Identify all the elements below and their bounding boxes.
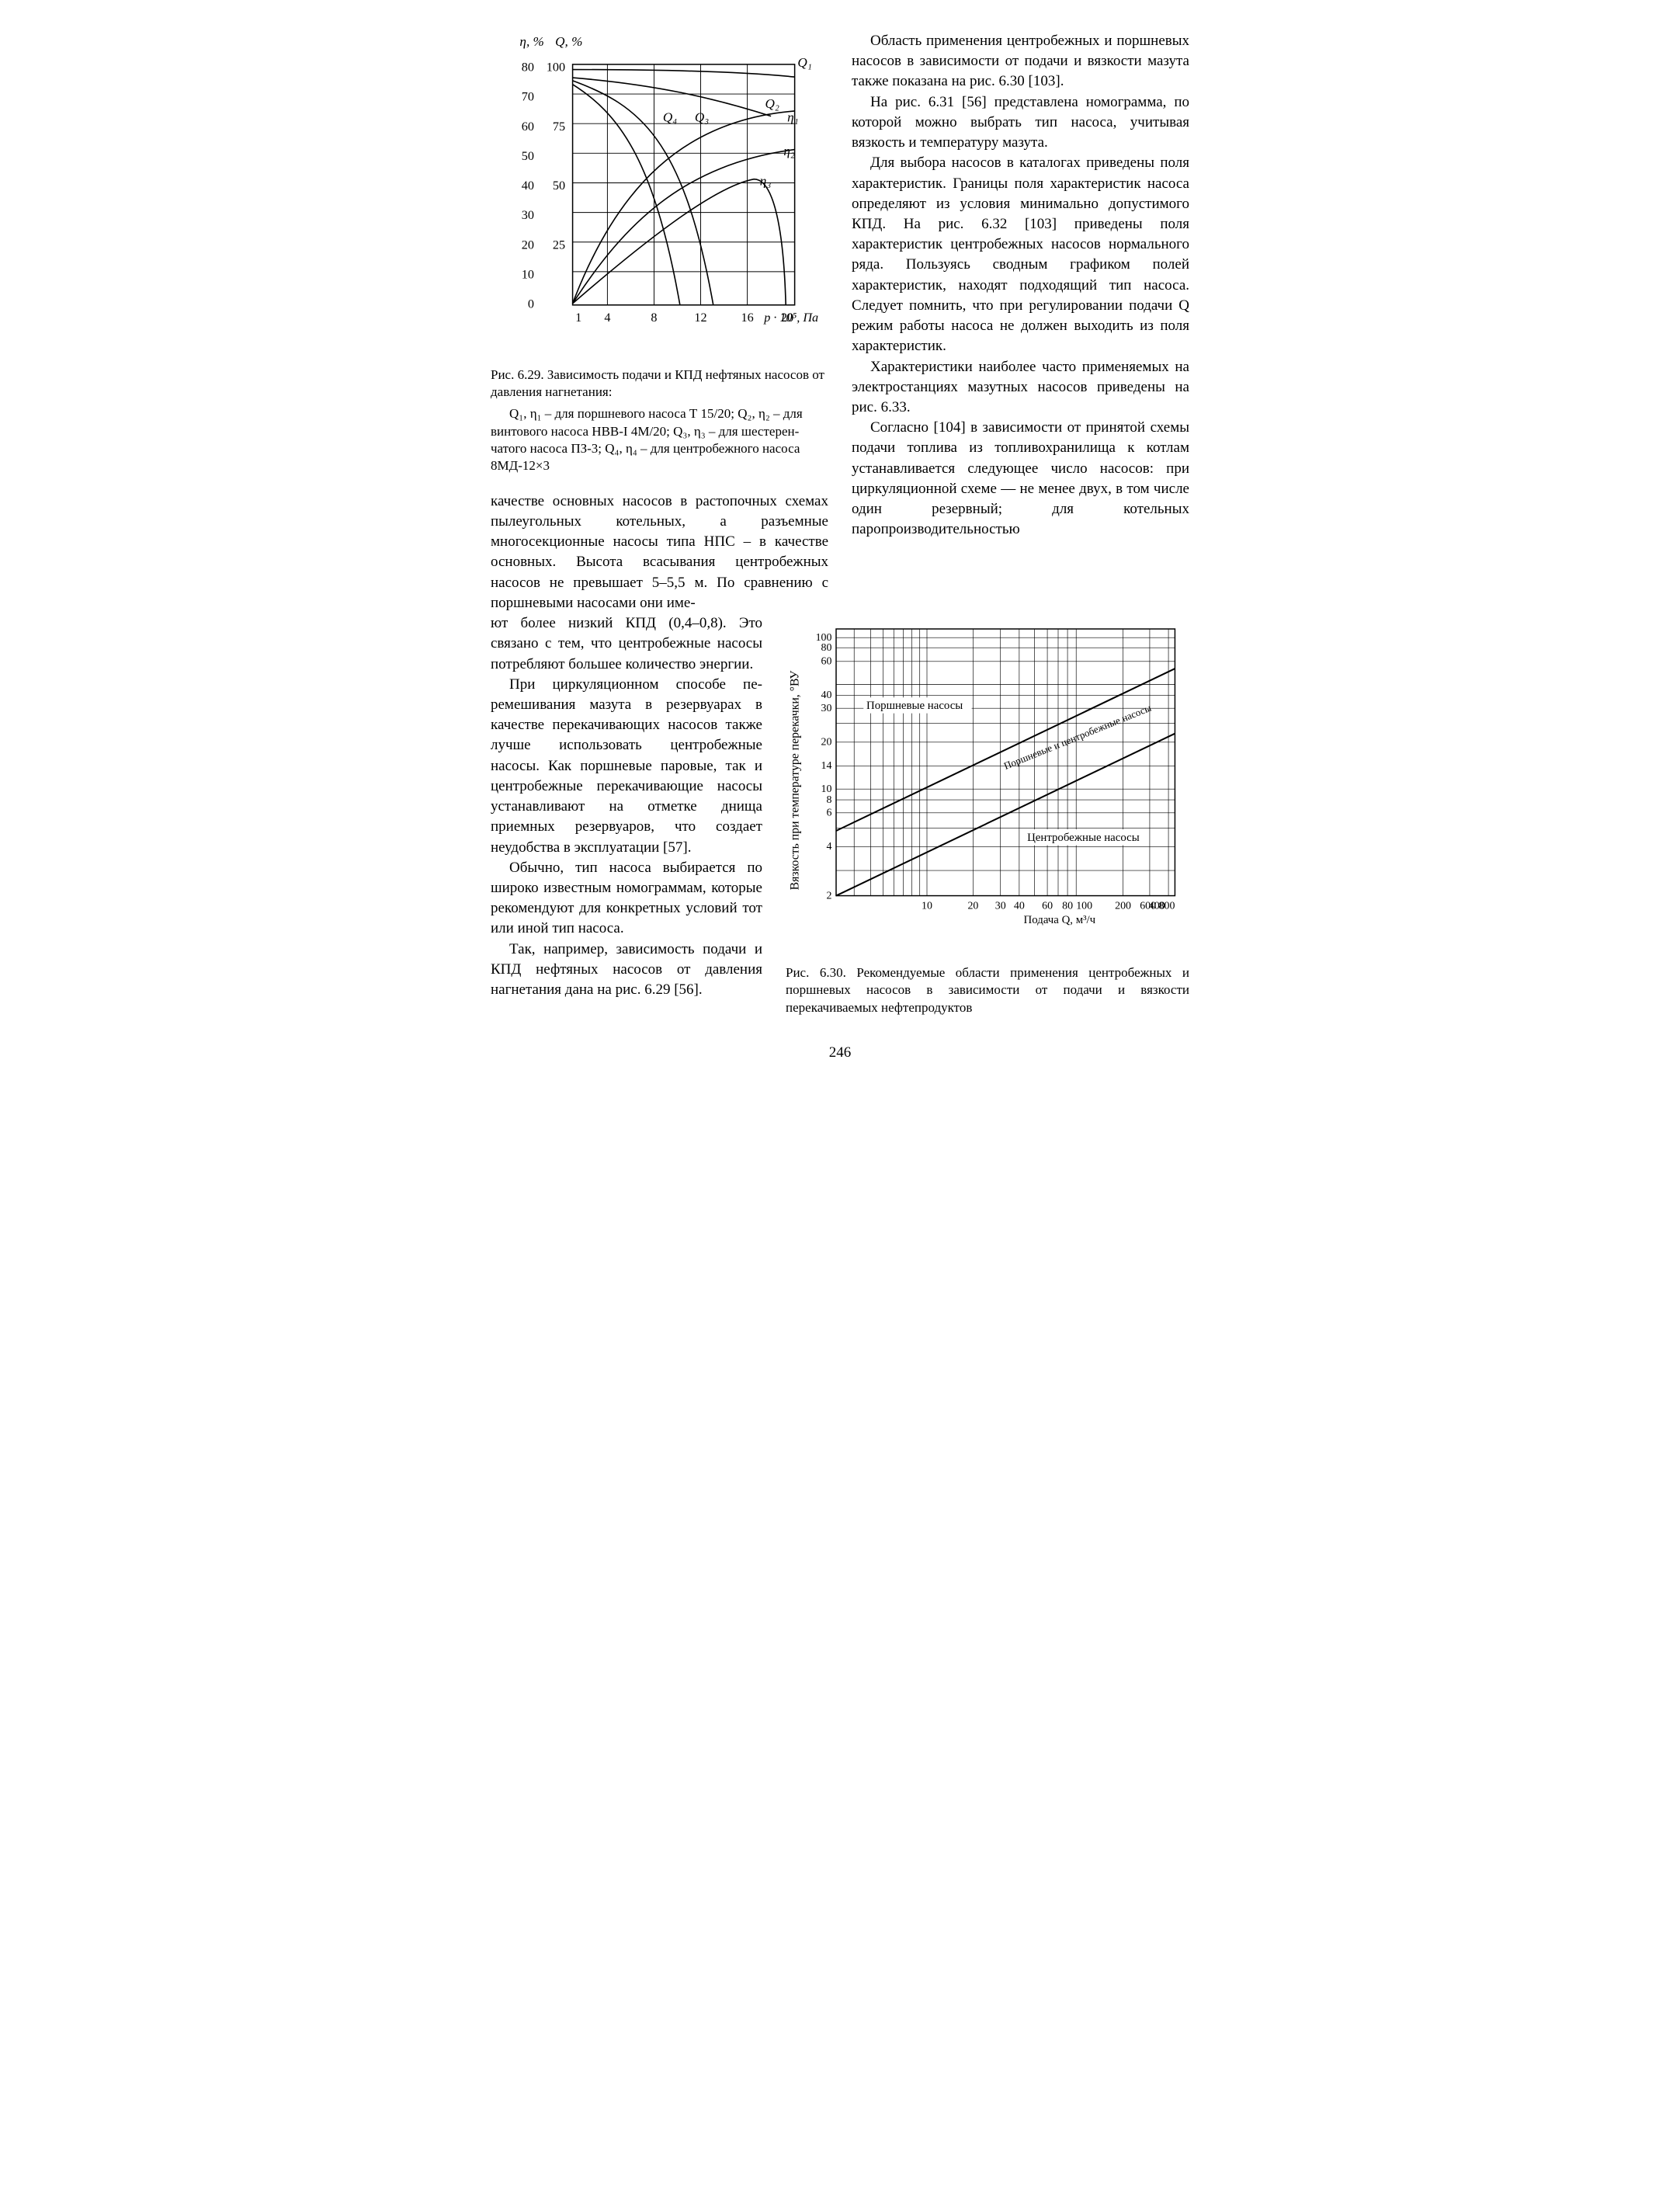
svg-text:p · 10⁵, Па: p · 10⁵, Па xyxy=(763,311,818,325)
svg-text:14: 14 xyxy=(821,760,832,772)
col2-p2: На рис. 6.31 [56] представлена номограм­… xyxy=(852,92,1189,154)
svg-text:40: 40 xyxy=(1014,900,1025,912)
svg-text:30: 30 xyxy=(821,703,832,714)
svg-text:6: 6 xyxy=(826,808,831,819)
fig630-caption: Рис. 6.30. Рекомендуемые области примене… xyxy=(786,964,1189,1016)
svg-text:Подача Q, м³/ч: Подача Q, м³/ч xyxy=(1024,914,1096,926)
svg-text:0: 0 xyxy=(528,297,534,311)
lower-p3: Обычно, тип насоса выбирается по широко … xyxy=(491,858,762,940)
svg-text:75: 75 xyxy=(553,120,565,134)
svg-text:8: 8 xyxy=(651,311,657,325)
svg-text:100: 100 xyxy=(1076,900,1092,912)
lower-p1: ют более низкий КПД (0,4–0,8). Это связа… xyxy=(491,613,762,675)
svg-text:100: 100 xyxy=(547,60,565,74)
page-number: 246 xyxy=(491,1043,1189,1063)
svg-text:20: 20 xyxy=(522,238,534,252)
svg-text:Q, %: Q, % xyxy=(555,34,582,49)
col2-p3: Для выбора насосов в каталогах приведе­н… xyxy=(852,153,1189,356)
figure-6-29: η, % Q, % 80 70 60 50 40 30 20 10 0 100 xyxy=(491,31,828,356)
svg-text:40: 40 xyxy=(522,179,534,193)
svg-text:η, %: η, % xyxy=(519,34,543,49)
svg-text:η₂: η₂ xyxy=(783,144,795,158)
svg-text:Q₃: Q₃ xyxy=(695,109,709,124)
svg-text:Q₂: Q₂ xyxy=(765,96,779,111)
fig630-label-bottom: Центробежные насосы xyxy=(1027,832,1140,844)
svg-text:Q₄: Q₄ xyxy=(663,109,677,124)
svg-text:30: 30 xyxy=(522,208,534,222)
svg-text:60: 60 xyxy=(1042,900,1053,912)
col2-p1: Область применения центробежных и поршне… xyxy=(852,31,1189,92)
svg-text:16: 16 xyxy=(741,311,754,325)
svg-text:30: 30 xyxy=(995,900,1006,912)
svg-text:4: 4 xyxy=(604,311,610,325)
svg-text:80: 80 xyxy=(821,642,832,654)
col2-p5: Согласно [104] в зависимости от принятой… xyxy=(852,418,1189,540)
svg-text:80: 80 xyxy=(1062,900,1073,912)
svg-text:η₃: η₃ xyxy=(760,173,772,188)
svg-text:25: 25 xyxy=(553,238,565,252)
svg-text:40: 40 xyxy=(821,690,832,701)
svg-text:10: 10 xyxy=(821,783,832,795)
svg-text:4: 4 xyxy=(826,841,831,853)
svg-text:50: 50 xyxy=(522,149,534,163)
svg-text:20: 20 xyxy=(967,900,978,912)
fig630-svg: Вязкость при температуре перекачки, °ВУ xyxy=(786,613,1189,947)
svg-text:12: 12 xyxy=(694,311,706,325)
svg-text:80: 80 xyxy=(522,60,534,74)
svg-text:600 800: 600 800 xyxy=(1140,900,1175,912)
fig630-label-top: Поршневые насосы xyxy=(866,700,963,712)
svg-text:Вязкость при температуре перек: Вязкость при температуре перекачки, °ВУ xyxy=(789,670,802,891)
col2-p4: Характеристики наиболее часто применя­ем… xyxy=(852,357,1189,419)
svg-text:8: 8 xyxy=(826,794,831,806)
svg-text:η₁: η₁ xyxy=(787,109,798,124)
svg-text:70: 70 xyxy=(522,90,534,104)
svg-text:20: 20 xyxy=(821,737,832,749)
lower-p4: Так, например, зависимость пода­чи и КПД… xyxy=(491,940,762,1001)
svg-text:200: 200 xyxy=(1115,900,1131,912)
svg-text:2: 2 xyxy=(826,890,831,901)
figure-6-30: Вязкость при температуре перекачки, °ВУ xyxy=(786,613,1189,954)
svg-text:50: 50 xyxy=(553,179,565,193)
col1-p1: качестве основных насосов в растопочных … xyxy=(491,492,828,613)
svg-text:10: 10 xyxy=(922,900,932,912)
fig629-svg: η, % Q, % 80 70 60 50 40 30 20 10 0 100 xyxy=(491,31,832,349)
lower-p2: При циркуляционном способе пе­ремешивани… xyxy=(491,675,762,858)
fig629-legend: Q₁, η₁ – для поршневого насоса Т 15/20; … xyxy=(491,405,828,474)
svg-text:Q₁: Q₁ xyxy=(797,55,811,70)
svg-text:10: 10 xyxy=(522,267,534,281)
svg-text:1: 1 xyxy=(575,311,581,325)
fig629-caption: Рис. 6.29. Зависимость подачи и КПД нефт… xyxy=(491,366,828,401)
svg-text:60: 60 xyxy=(821,656,832,668)
svg-text:60: 60 xyxy=(522,120,534,134)
